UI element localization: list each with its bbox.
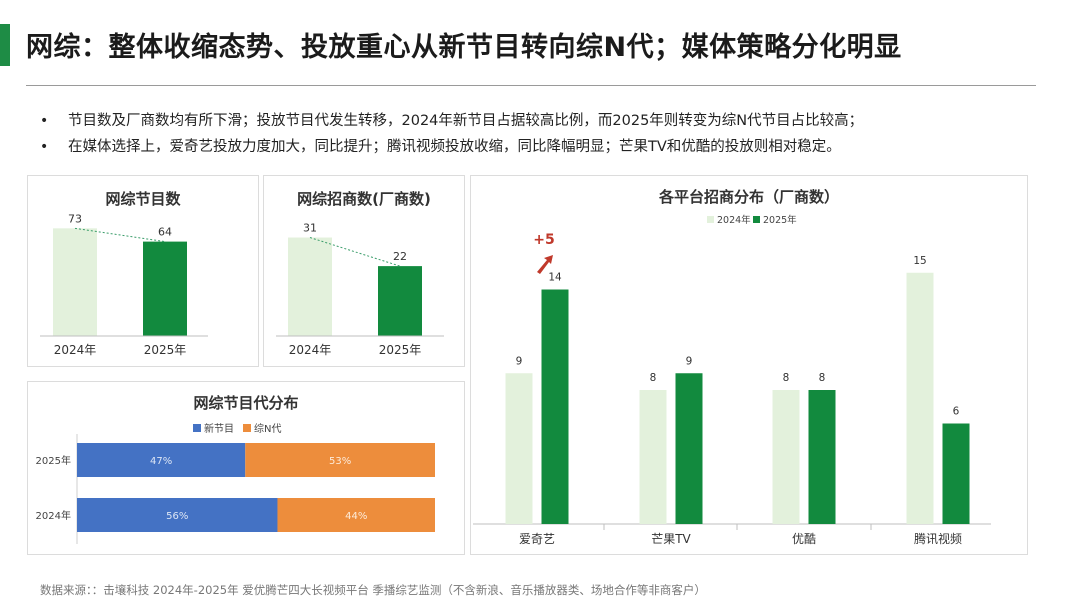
legend-swatch (707, 216, 714, 223)
legend-swatch (753, 216, 760, 223)
bar (772, 390, 800, 524)
bar (942, 423, 970, 524)
bar-segment (77, 498, 278, 532)
advertiser-count-chart: 31 2024年 22 2025年 (276, 222, 444, 357)
data-label: 9 (516, 355, 523, 367)
x-tick-label: 优酷 (792, 532, 816, 546)
legend-label: 2024年 (717, 214, 751, 226)
data-label: 15 (913, 255, 926, 267)
bar (143, 241, 187, 336)
summary-bullets: 节目数及厂商数均有所下滑；投放节目代发生转移，2024年新节目占据较高比例，而2… (40, 108, 863, 160)
x-tick-label: 2024年 (54, 343, 97, 357)
bar (541, 289, 569, 524)
increase-arrow-icon (537, 255, 553, 274)
chart-title: 网综节目代分布 (193, 394, 299, 412)
bar (639, 390, 667, 524)
data-label: 31 (303, 222, 317, 235)
legend-label: 2025年 (763, 214, 797, 226)
bullet-item: 节目数及厂商数均有所下滑；投放节目代发生转移，2024年新节目占据较高比例，而2… (40, 108, 863, 134)
chart-title: 各平台招商分布（厂商数） (658, 188, 839, 206)
data-source-note: 数据来源：：击壤科技 2024年-2025年 爱优腾芒四大长视频平台 季播综艺监… (40, 583, 706, 597)
generation-split-chart: 新节目 综N代 47% 53% 2025年 56% 44% 2024年 (36, 422, 435, 544)
bar-segment (77, 443, 246, 477)
x-tick-label: 2025年 (379, 343, 422, 357)
legend-swatch (243, 424, 251, 432)
bar (288, 237, 332, 336)
data-label: 22 (393, 250, 407, 263)
data-label: 8 (819, 372, 826, 384)
bar (675, 373, 703, 524)
chart-title: 网综招商数(厂商数) (297, 190, 431, 208)
data-label: 8 (650, 372, 657, 384)
y-tick-label: 2025年 (36, 454, 71, 467)
data-label: 64 (158, 226, 172, 239)
data-label: 47% (150, 456, 172, 467)
advertiser-count-panel: 网综招商数(厂商数) 31 2024年 22 2025年 (263, 175, 465, 367)
bar-segment (245, 443, 435, 477)
bar (378, 266, 422, 336)
program-count-panel: 网综节目数 73 2024年 64 2025年 (27, 175, 259, 367)
bullet-item: 在媒体选择上，爱奇艺投放力度加大，同比提升；腾讯视频投放收缩，同比降幅明显；芒果… (40, 134, 863, 160)
y-tick-label: 2024年 (36, 509, 71, 522)
data-label: 9 (686, 355, 693, 367)
chart-title: 网综节目数 (105, 190, 181, 208)
title-accent-bar (0, 24, 10, 66)
bar (808, 390, 836, 524)
legend-swatch (193, 424, 201, 432)
change-annotation: +5 (533, 232, 554, 248)
bar (53, 228, 97, 336)
x-tick-label: 芒果TV (651, 531, 691, 546)
bar (906, 272, 934, 524)
title-divider (26, 85, 1036, 86)
bar-segment (277, 498, 435, 532)
x-tick-label: 腾讯视频 (914, 531, 962, 546)
data-label: 53% (329, 456, 351, 467)
x-tick-label: 爱奇艺 (519, 532, 555, 546)
trend-line (74, 227, 166, 243)
data-label: 44% (345, 511, 367, 522)
program-count-chart: 73 2024年 64 2025年 (40, 212, 208, 357)
x-tick-label: 2024年 (289, 343, 332, 357)
generation-split-panel: 网综节目代分布 新节目 综N代 47% 53% 2025年 56% 44% 2024年 (27, 381, 465, 555)
bar (505, 373, 533, 524)
legend-label: 新节目 (204, 422, 234, 435)
data-label: 73 (68, 212, 82, 225)
data-label: 8 (783, 372, 790, 384)
data-label: 56% (166, 511, 188, 522)
platform-distribution-chart: 2024年 2025年 9 14 爱奇艺 8 9 芒果TV 8 8 优酷 15 6 腾讯视频 +5 (473, 214, 991, 546)
page-title: 网综：整体收缩态势、投放重心从新节目转向综N代；媒体策略分化明显 (26, 32, 902, 63)
data-label: 14 (548, 272, 562, 284)
data-label: 6 (953, 406, 960, 418)
platform-distribution-panel: 各平台招商分布（厂商数） 2024年 2025年 9 14 爱奇艺 8 9 芒果TV 8 8 优酷 1… (470, 175, 1028, 555)
x-tick-label: 2025年 (144, 343, 187, 357)
legend-label: 综N代 (254, 422, 281, 435)
